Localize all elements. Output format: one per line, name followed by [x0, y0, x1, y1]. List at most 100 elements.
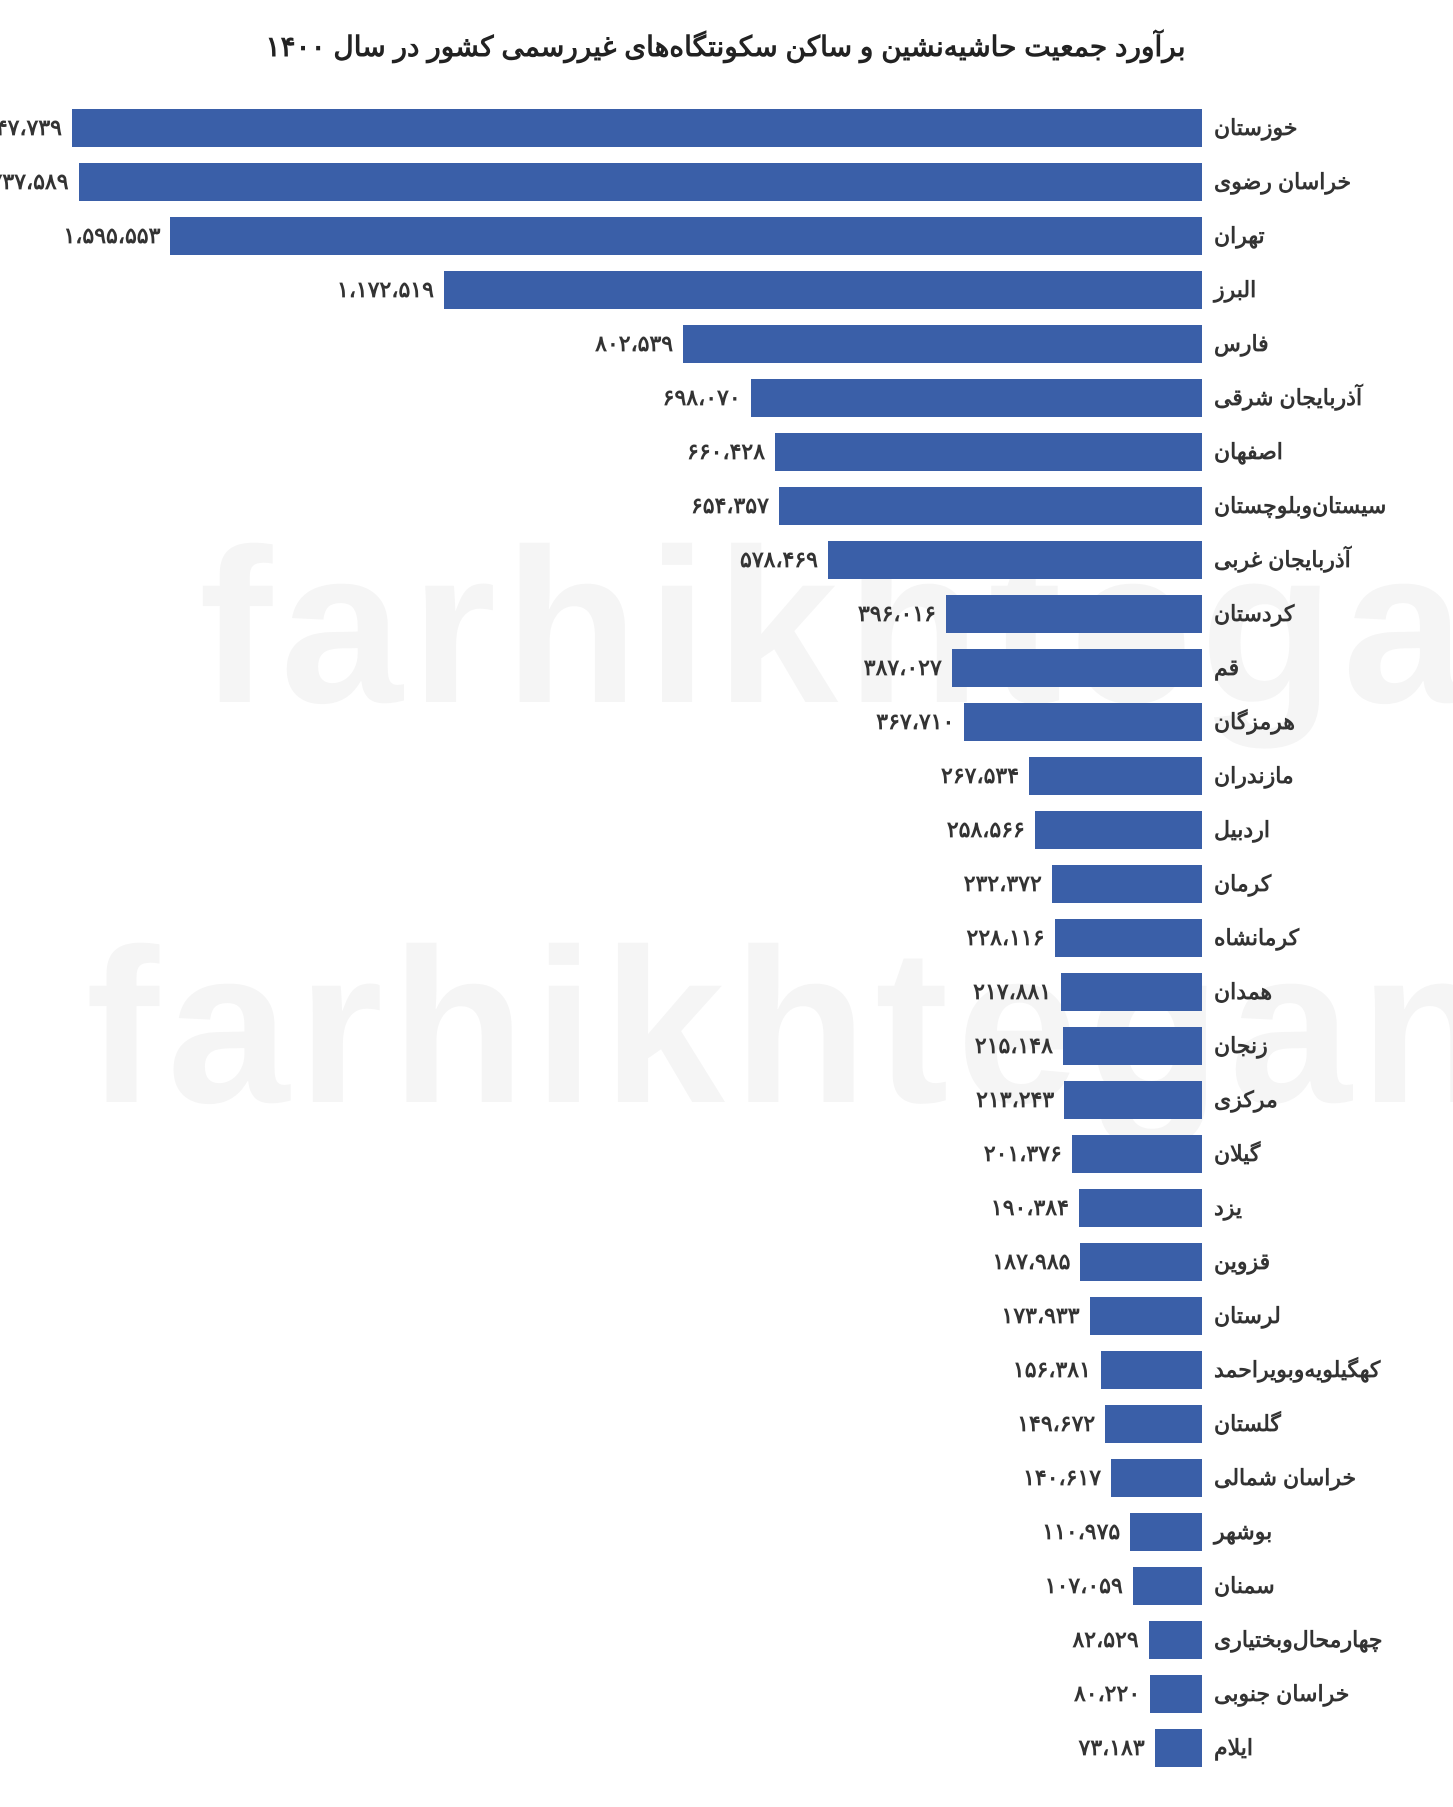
- value-label: ۲۰۱،۳۷۶: [985, 1141, 1063, 1167]
- category-label: تهران: [1203, 223, 1433, 249]
- bar: [829, 541, 1203, 579]
- bar: [1081, 1243, 1203, 1281]
- chart-row: کهگیلویه‌وبویراحمد۱۵۶،۳۸۱: [20, 1345, 1433, 1395]
- chart-row: کرمانشاه۲۲۸،۱۱۶: [20, 913, 1433, 963]
- bar-area: ۳۸۷،۰۲۷: [20, 649, 1203, 687]
- chart-row: اصفهان ۶۶۰،۴۲۸: [20, 427, 1433, 477]
- category-label: زنجان: [1203, 1033, 1433, 1059]
- chart-row: بوشهر۱۱۰،۹۷۵: [20, 1507, 1433, 1557]
- chart-row: لرستان۱۷۳،۹۳۳: [20, 1291, 1433, 1341]
- chart-row: سیستان‌وبلوچستان ۶۵۴،۳۵۷: [20, 481, 1433, 531]
- bar: [953, 649, 1203, 687]
- bar: [73, 109, 1203, 147]
- bar-area: ۸۰،۲۲۰: [20, 1675, 1203, 1713]
- bar-area: ۱۴۹،۶۷۲: [20, 1405, 1203, 1443]
- value-label: ۲۶۷،۵۳۴: [942, 763, 1020, 789]
- bar: [1134, 1567, 1203, 1605]
- bar: [684, 325, 1203, 363]
- bar-area: ۲۳۲،۳۷۲: [20, 865, 1203, 903]
- bar-area: ۶۶۰،۴۲۸: [20, 433, 1203, 471]
- bar-area: ۳۹۶،۰۱۶: [20, 595, 1203, 633]
- chart-row: قم۳۸۷،۰۲۷: [20, 643, 1433, 693]
- value-label: ۱،۱۷۲،۵۱۹: [338, 277, 435, 303]
- value-label: ۱،۷۳۷،۵۸۹: [0, 169, 70, 195]
- category-label: کردستان: [1203, 601, 1433, 627]
- bar: [965, 703, 1203, 741]
- bar: [752, 379, 1203, 417]
- chart-row: گیلان ۲۰۱،۳۷۶: [20, 1129, 1433, 1179]
- category-label: کرمانشاه: [1203, 925, 1433, 951]
- category-label: کرمان: [1203, 871, 1433, 897]
- bar: [1102, 1351, 1203, 1389]
- chart-row: ایلام ۷۳،۱۸۳: [20, 1723, 1433, 1773]
- value-label: ۱۰۷،۰۵۹: [1046, 1573, 1124, 1599]
- chart-row: سمنان ۱۰۷،۰۵۹: [20, 1561, 1433, 1611]
- category-label: سیستان‌وبلوچستان: [1203, 493, 1433, 519]
- bar-area: ۱۰۷،۰۵۹: [20, 1567, 1203, 1605]
- category-label: البرز: [1203, 277, 1433, 303]
- value-label: ۱۴۰،۶۱۷: [1024, 1465, 1102, 1491]
- chart-row: زنجان ۲۱۵،۱۴۸: [20, 1021, 1433, 1071]
- value-label: ۲۵۸،۵۶۶: [948, 817, 1026, 843]
- value-label: ۲۱۵،۱۴۸: [976, 1033, 1054, 1059]
- value-label: ۱۸۷،۹۸۵: [993, 1249, 1071, 1275]
- bar: [445, 271, 1203, 309]
- category-label: گیلان: [1203, 1141, 1433, 1167]
- value-label: ۱،۷۴۷،۷۳۹: [0, 115, 63, 141]
- bar: [1091, 1297, 1203, 1335]
- value-label: ۱۹۰،۳۸۴: [992, 1195, 1070, 1221]
- bar-area: ۱۷۳،۹۳۳: [20, 1297, 1203, 1335]
- value-label: ۶۶۰،۴۲۸: [688, 439, 766, 465]
- bar-area: ۲۰۱،۳۷۶: [20, 1135, 1203, 1173]
- chart-row: گلستان۱۴۹،۶۷۲: [20, 1399, 1433, 1449]
- value-label: ۶۵۴،۳۵۷: [692, 493, 770, 519]
- bar: [1106, 1405, 1203, 1443]
- category-label: آذربایجان شرقی: [1203, 385, 1433, 411]
- value-label: ۲۱۳،۲۴۳: [977, 1087, 1055, 1113]
- category-label: گلستان: [1203, 1411, 1433, 1437]
- value-label: ۵۷۸،۴۶۹: [741, 547, 819, 573]
- value-label: ۸۰،۲۲۰: [1075, 1681, 1141, 1707]
- category-label: قزوین: [1203, 1249, 1433, 1275]
- bar: [1053, 865, 1203, 903]
- bar: [171, 217, 1203, 255]
- category-label: خراسان شمالی: [1203, 1465, 1433, 1491]
- bar-area: ۱۵۶،۳۸۱: [20, 1351, 1203, 1389]
- chart-row: چهارمحال‌وبختیاری۸۲،۵۲۹: [20, 1615, 1433, 1665]
- bar: [1156, 1729, 1203, 1767]
- value-label: ۳۶۷،۷۱۰: [877, 709, 955, 735]
- bar-area: ۱،۷۴۷،۷۳۹: [0, 109, 1203, 147]
- bar: [80, 163, 1203, 201]
- chart-row: اردبیل۲۵۸،۵۶۶: [20, 805, 1433, 855]
- category-label: سمنان: [1203, 1573, 1433, 1599]
- bar-area: ۲۲۸،۱۱۶: [20, 919, 1203, 957]
- category-label: خراسان جنوبی: [1203, 1681, 1433, 1707]
- value-label: ۲۱۷،۸۸۱: [974, 979, 1052, 1005]
- chart-row: هرمزگان۳۶۷،۷۱۰: [20, 697, 1433, 747]
- bar: [1065, 1081, 1203, 1119]
- bar-area: ۱۸۷،۹۸۵: [20, 1243, 1203, 1281]
- value-label: ۱۵۶،۳۸۱: [1014, 1357, 1092, 1383]
- bar: [1030, 757, 1203, 795]
- category-label: اصفهان: [1203, 439, 1433, 465]
- bar-area: ۸۰۲،۵۳۹: [20, 325, 1203, 363]
- chart-row: خوزستان۱،۷۴۷،۷۳۹: [20, 103, 1433, 153]
- bar: [1080, 1189, 1203, 1227]
- chart-row: کرمان۲۳۲،۳۷۲: [20, 859, 1433, 909]
- chart-row: مرکزی۲۱۳،۲۴۳: [20, 1075, 1433, 1125]
- bar-area: ۲۱۳،۲۴۳: [20, 1081, 1203, 1119]
- bar: [947, 595, 1203, 633]
- bar-area: ۱۹۰،۳۸۴: [20, 1189, 1203, 1227]
- value-label: ۳۹۶،۰۱۶: [859, 601, 937, 627]
- bar: [1064, 1027, 1203, 1065]
- value-label: ۳۸۷،۰۲۷: [865, 655, 943, 681]
- chart-row: همدان۲۱۷،۸۸۱: [20, 967, 1433, 1017]
- category-label: ایلام: [1203, 1735, 1433, 1761]
- bar-area: ۱،۵۹۵،۵۵۳: [20, 217, 1203, 255]
- bar-area: ۱۱۰،۹۷۵: [20, 1513, 1203, 1551]
- category-label: یزد: [1203, 1195, 1433, 1221]
- bar-area: ۶۹۸،۰۷۰: [20, 379, 1203, 417]
- chart-row: تهران۱،۵۹۵،۵۵۳: [20, 211, 1433, 261]
- value-label: ۷۳،۱۸۳: [1080, 1735, 1146, 1761]
- bar: [1073, 1135, 1203, 1173]
